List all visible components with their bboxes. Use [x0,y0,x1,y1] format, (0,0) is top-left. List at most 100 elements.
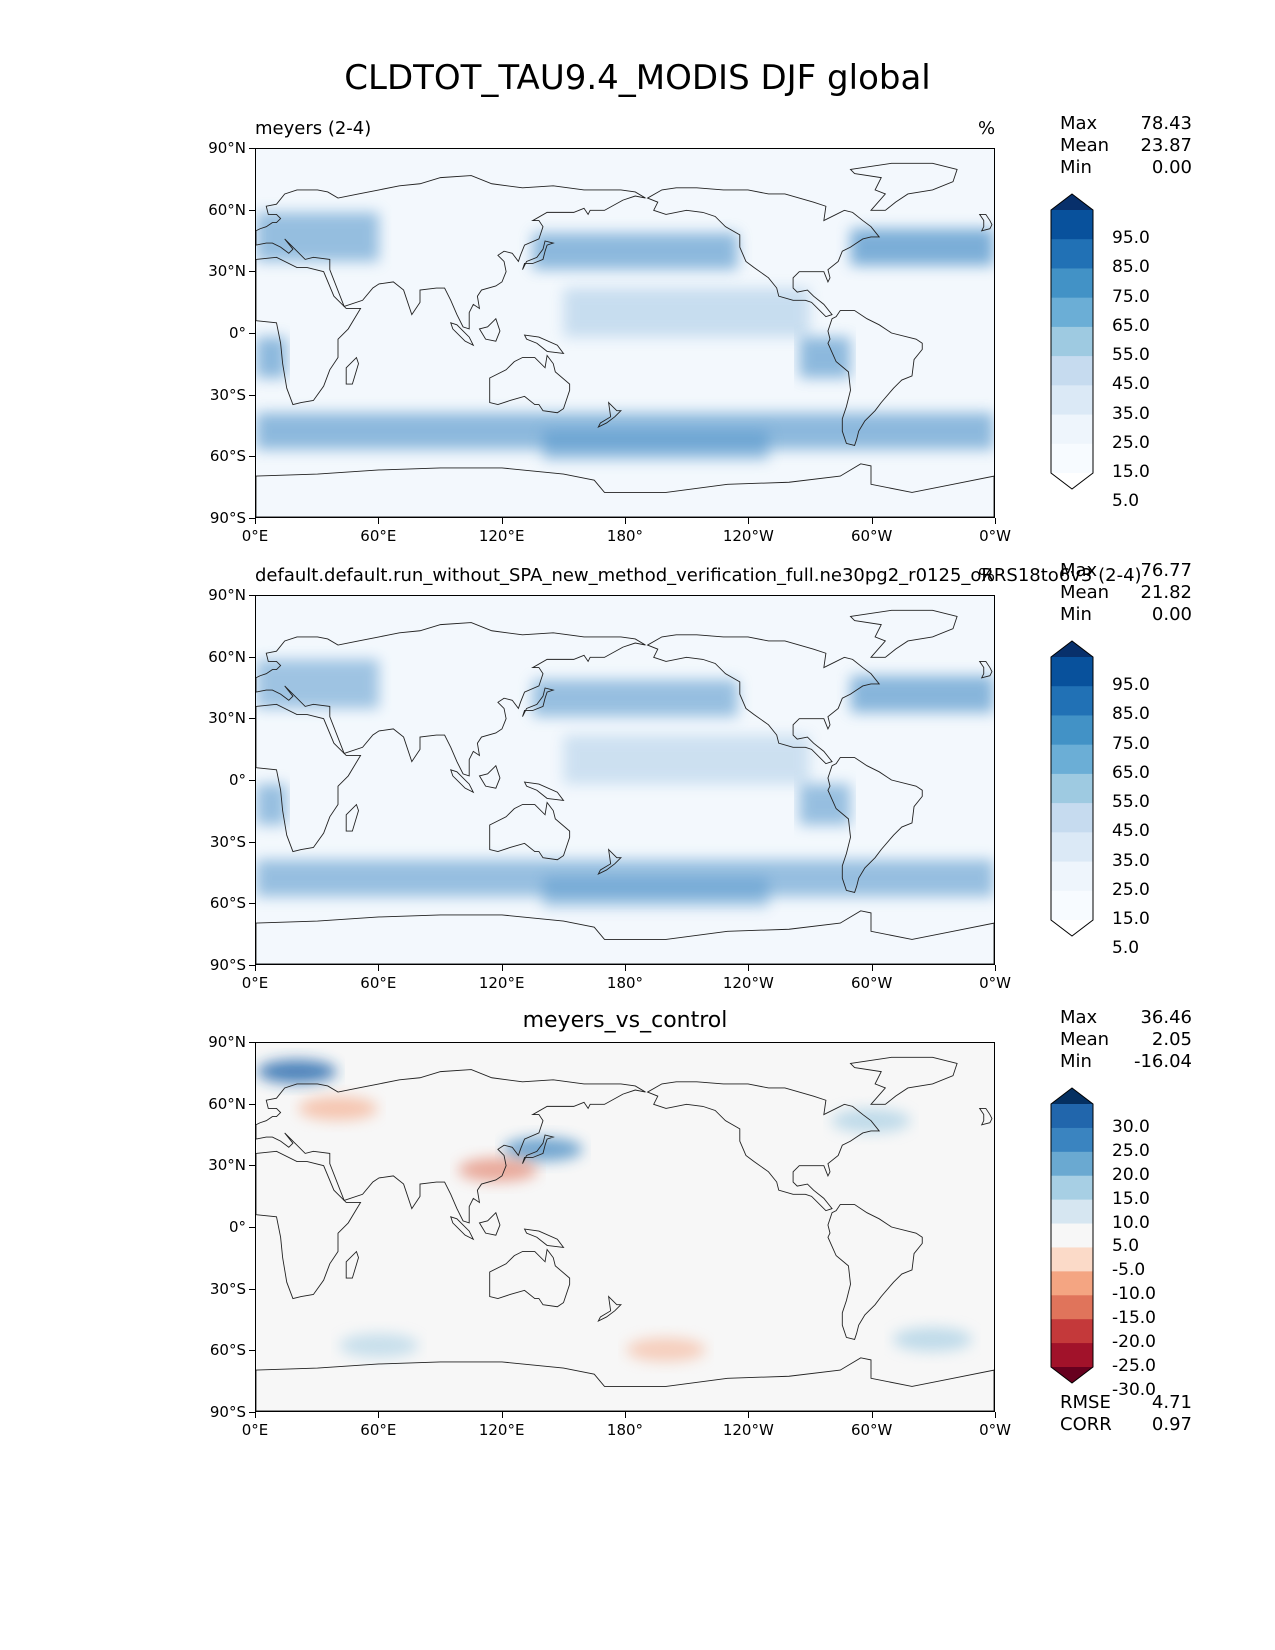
panel-2-xtick-label: 60°E [360,974,397,992]
colorbar-segment [1051,861,1093,892]
panel-1-coastline [978,213,993,232]
panel-3-title: meyers_vs_control [522,1008,728,1033]
panel-3-coastline [345,1250,359,1279]
panel-2-colorbar-label: 5.0 [1112,938,1140,959]
panel-2-colorbar-label: 65.0 [1112,762,1150,783]
colorbar-segment [1051,1295,1093,1320]
panel-2-coastline [978,660,993,679]
panel-3-coastline [849,1056,958,1105]
panel-1-coastline [256,256,362,406]
panel-2-xtick-label: 180° [606,974,644,992]
panel-3-difference-blob [257,1059,337,1084]
panel-2-title: default.default.run_without_SPA_new_meth… [255,565,1142,586]
panel-3-colorbar-label: 15.0 [1112,1188,1150,1209]
panel-2-coastline [827,757,923,893]
panel-1-cloud-band [799,337,851,378]
panel-1-ytick-label: 30°S [209,385,246,404]
panel-1-xtick-label: 60°W [850,527,893,545]
panel-1-stat-min: Min 0.00 [1060,157,1192,179]
panel-1-colorbar-label: 75.0 [1112,286,1150,307]
panel-1-map [255,148,995,518]
panel-3-coastline [478,1211,501,1236]
panel-3-stat-max: Max 36.46 [1060,1007,1192,1029]
colorbar-segment [1051,1271,1093,1296]
panel-1-coastline [256,175,646,330]
panel-1-units: % [978,118,996,139]
panel-1-ytick-mark [249,333,255,334]
panel-2-stat-mean: Mean 21.82 [1060,582,1192,604]
panel-2-xtick-label: 120°W [722,974,774,992]
panel-2-xtick-mark [378,965,380,971]
panel-3-colorbar-label: -10.0 [1112,1284,1156,1305]
panel-1-ytick-label: 90°N [208,139,246,157]
panel-3-xtick-mark [378,1412,380,1418]
stat-max-value: 78.43 [1140,113,1192,134]
panel-3-ytick-mark [249,1227,255,1228]
panel-3-ytick-mark [249,1412,255,1413]
colorbar-segment [1051,239,1093,269]
panel-1-ytick-mark [249,456,255,458]
panel-1-xtick-label: 0°E [241,527,269,545]
panel-3-difference-blob [503,1137,583,1162]
panel-3-coastline [827,1204,923,1340]
colorbar-segment [1051,1247,1093,1272]
colorbar-segment [1051,414,1093,445]
stat-mean-value: 23.87 [1140,135,1192,156]
panel-3-stats: Max 36.46 Mean 2.05 Min -16.04 [1060,1007,1192,1073]
panel-1-xtick-mark [748,518,750,524]
panel-1-colorbar-label: 65.0 [1112,315,1150,336]
colorbar-segment [1051,1343,1093,1368]
panel-3-colorbar-label: -30.0 [1112,1379,1156,1400]
stat-mean-label: Mean [1060,582,1110,603]
panel-3-coastline [256,1150,362,1300]
panel-2-coastline [522,687,555,717]
panel-1-xtick-label: 180° [606,527,644,545]
panel-1-coastline [523,334,565,355]
panel-3-xtick-label: 120°E [478,1421,525,1439]
colorbar-outline [1050,193,1094,490]
stat-mean-value: 2.05 [1151,1029,1192,1050]
colorbar-segment [1051,268,1093,299]
panel-3-xtick-label: 60°E [360,1421,397,1439]
panel-3-xtick-mark [501,1412,503,1418]
panel-3-ytick-mark [249,1165,255,1167]
panel-1-coastline [478,317,501,342]
stat-max-label: Max [1060,113,1098,134]
colorbar-segment [1051,1223,1093,1248]
panel-2-coastline [489,801,571,861]
panel-3-xtick-mark [871,1412,873,1418]
stat-max-label: Max [1060,1007,1098,1028]
colorbar-segment [1051,297,1093,328]
panel-2-coastline [849,609,958,658]
panel-1-ytick-mark [249,394,255,396]
panel-2-ytick-label: 60°S [209,894,246,913]
panel-1-stat-max: Max 78.43 [1060,113,1192,135]
colorbar-segment [1051,356,1093,386]
panel-1-ytick-mark [249,518,255,519]
stat-min-value: 0.00 [1151,604,1192,625]
colorbar-segment [1051,773,1093,804]
figure-title: CLDTOT_TAU9.4_MODIS DJF global [344,58,931,98]
stat-mean-label: Mean [1060,135,1110,156]
panel-2-colorbar-label: 55.0 [1112,792,1150,813]
panel-3-coastline [450,1216,475,1241]
panel-3-rmse-corr: RMSE 4.71 CORR 0.97 [1060,1392,1192,1436]
panel-1-xtick-mark [255,518,256,524]
panel-2-ytick-label: 30°S [209,832,246,851]
panel-3-ytick-mark [249,1042,255,1043]
panel-3-colorbar-label: 10.0 [1112,1212,1150,1233]
panel-2-colorbar-label: 35.0 [1112,850,1150,871]
panel-1-cloud-band [563,288,810,338]
panel-1-xtick-mark [995,518,996,524]
panel-1-coastline [345,356,359,385]
panel-1-coastline [827,310,923,446]
panel-2-xtick-mark [255,965,256,971]
rmse-value: 4.71 [1151,1392,1192,1413]
colorbar-segment [1051,803,1093,833]
panel-3-xtick-mark [995,1412,996,1418]
panel-1-colorbar-label: 45.0 [1112,374,1150,395]
panel-1-coastline [450,322,475,347]
stat-mean-value: 21.82 [1140,582,1192,603]
corr-value: 0.97 [1151,1414,1192,1435]
panel-3-ytick-label: 60°N [208,1094,246,1113]
